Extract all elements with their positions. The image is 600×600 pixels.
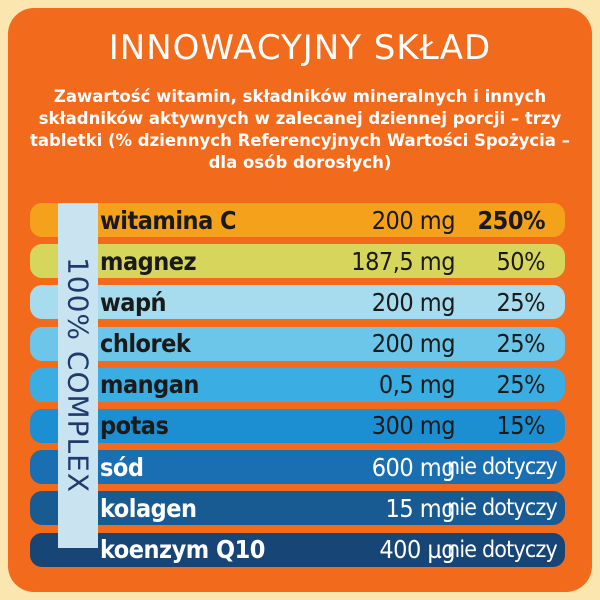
complex-label: 100% COMPLEX: [61, 256, 95, 494]
row-potas: potas 300 mg 15%: [30, 408, 565, 443]
ingredient-amount: 0,5 mg: [378, 370, 456, 400]
ingredient-percent: nie dotyczy: [447, 536, 558, 563]
page-subtitle: Zawartość witamin, składników mineralnyc…: [30, 87, 570, 172]
ingredient-amount: 200 mg: [371, 329, 456, 359]
ingredient-amount: 187,5 mg: [351, 246, 455, 276]
ingredient-percent: 25%: [496, 287, 546, 317]
ingredient-name: mangan: [100, 370, 199, 400]
row-kolagen: kolagen 15 mg nie dotyczy: [30, 491, 565, 526]
ingredient-name: witamina C: [100, 205, 237, 235]
complex-banner: [58, 203, 98, 548]
ingredient-name: potas: [100, 411, 169, 441]
ingredient-percent: 15%: [496, 411, 546, 441]
ingredient-percent: nie dotyczy: [447, 495, 558, 522]
ingredient-name: wapń: [100, 287, 167, 317]
ingredient-amount: 600 mg: [371, 452, 456, 482]
row-witamina-c: witamina C 200 mg 250%: [30, 203, 565, 237]
ingredient-amount: 15 mg: [385, 493, 456, 523]
row-wapn: wapń 200 mg 25%: [30, 285, 565, 320]
row-mangan: mangan 0,5 mg 25%: [30, 367, 565, 402]
ingredient-percent: 25%: [496, 329, 546, 359]
ingredient-amount: 300 mg: [371, 411, 456, 441]
ingredient-percent: 50%: [496, 246, 546, 276]
ingredient-name: koenzym Q10: [100, 535, 265, 564]
row-magnez: magnez 187,5 mg 50%: [30, 244, 565, 279]
ingredient-name: magnez: [100, 246, 197, 276]
row-sod: sód 600 mg nie dotyczy: [30, 450, 565, 485]
ingredient-table: witamina C 200 mg 250% magnez 187,5 mg 5…: [30, 203, 565, 574]
ingredient-percent: 250%: [477, 205, 546, 235]
row-koenzym-q10: koenzym Q10 400 µg nie dotyczy: [30, 532, 565, 567]
ingredient-percent: 25%: [496, 370, 546, 400]
ingredient-name: chlorek: [100, 329, 191, 359]
ingredient-name: sód: [100, 452, 144, 482]
row-chlorek: chlorek 200 mg 25%: [30, 326, 565, 361]
page-title: INNOWACYJNY SKŁAD: [108, 28, 492, 68]
ingredient-amount: 200 mg: [371, 205, 456, 235]
ingredient-amount: 200 mg: [371, 287, 456, 317]
ingredient-name: kolagen: [100, 493, 197, 523]
ingredient-percent: nie dotyczy: [447, 454, 558, 481]
ingredient-amount: 400 µg: [379, 535, 455, 564]
